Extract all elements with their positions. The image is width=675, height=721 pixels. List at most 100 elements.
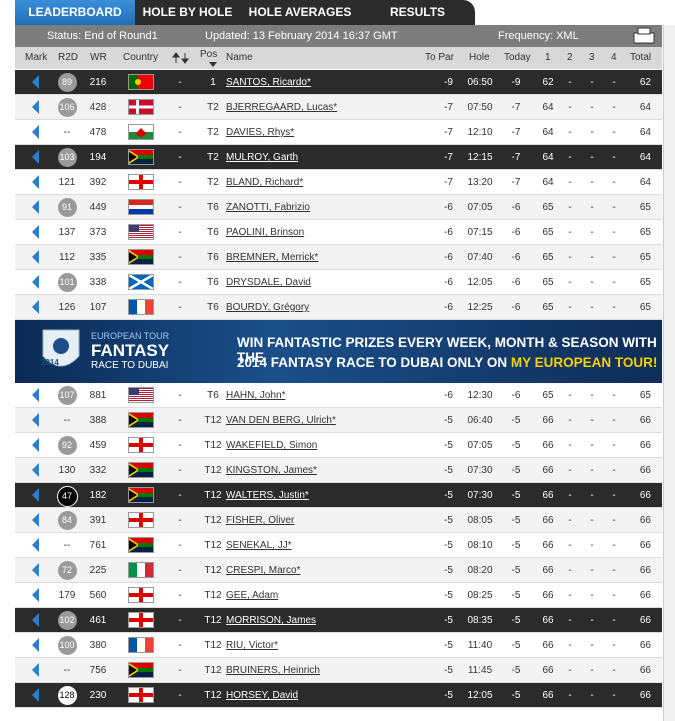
r4-cell: - bbox=[605, 120, 623, 145]
mark-button[interactable] bbox=[31, 588, 41, 602]
wr-value: 461 bbox=[89, 615, 107, 626]
header[interactable]: Pos bbox=[200, 49, 218, 60]
scrollbar[interactable] bbox=[663, 25, 675, 721]
mark-button[interactable] bbox=[31, 538, 41, 552]
player-name[interactable]: BRUINERS, Heinrich bbox=[226, 665, 320, 676]
mark-button[interactable] bbox=[31, 300, 41, 314]
r2-value: - bbox=[568, 177, 572, 188]
r2d-badge: 92 bbox=[57, 436, 77, 455]
r4-cell: - bbox=[605, 608, 623, 633]
mark-button[interactable] bbox=[31, 438, 41, 452]
mark-button[interactable] bbox=[31, 250, 41, 264]
r1-cell: 66 bbox=[539, 533, 557, 558]
to_par-cell: -5 bbox=[423, 458, 453, 483]
print-icon[interactable] bbox=[632, 27, 656, 45]
r2d-cell: -- bbox=[56, 658, 78, 683]
mark-button[interactable] bbox=[31, 150, 41, 164]
r2d-badge: -- bbox=[63, 127, 71, 138]
player-row: -- 478- T2 DAVIES, Rhys* -7 12:10 -7 64- - -64 bbox=[15, 120, 662, 145]
player-name[interactable]: BJERREGAARD, Lucas* bbox=[226, 102, 338, 113]
player-name[interactable]: RIU, Victor* bbox=[226, 640, 279, 651]
player-name[interactable]: WAKEFIELD, Simon bbox=[226, 440, 318, 451]
header: Mark bbox=[25, 52, 48, 63]
mark-button[interactable] bbox=[31, 513, 41, 527]
mark-button[interactable] bbox=[31, 463, 41, 477]
tab[interactable]: LEADERBOARD bbox=[15, 0, 135, 25]
wr-value: 107 bbox=[89, 302, 107, 313]
r2-cell: - bbox=[561, 383, 579, 408]
sort-icon[interactable] bbox=[172, 52, 190, 64]
r2d-cell: 92 bbox=[56, 433, 78, 458]
mark-button[interactable] bbox=[31, 388, 41, 402]
player-name[interactable]: WALTERS, Justin* bbox=[226, 490, 309, 501]
player-row: 107 881 - T6 HAHN, John* -6 12:30 -6 65 - - - 65 bbox=[15, 383, 662, 408]
move-cell: - bbox=[175, 458, 185, 483]
mark-button[interactable] bbox=[31, 488, 41, 502]
name-cell: FISHER, Oliver bbox=[226, 508, 406, 533]
total-cell: 64 bbox=[627, 145, 651, 170]
player-name[interactable]: VAN DEN BERG, Ulrich* bbox=[226, 415, 336, 426]
move-value: - bbox=[178, 665, 182, 676]
mark-button[interactable] bbox=[31, 225, 41, 239]
player-name[interactable]: HAHN, John* bbox=[226, 390, 286, 401]
mark-button[interactable] bbox=[31, 75, 41, 89]
mark-button[interactable] bbox=[31, 175, 41, 189]
today-cell: -5 bbox=[503, 608, 529, 633]
name-cell: BRUINERS, Heinrich bbox=[226, 658, 406, 683]
player-name[interactable]: DAVIES, Rhys* bbox=[226, 127, 295, 138]
mark-button[interactable] bbox=[31, 275, 41, 289]
today-value: -5 bbox=[511, 590, 521, 601]
r2-cell: - bbox=[561, 195, 579, 220]
mark-button[interactable] bbox=[31, 563, 41, 577]
header: R2D bbox=[58, 52, 79, 63]
header[interactable]: Name bbox=[226, 52, 253, 63]
wr-value: 449 bbox=[89, 202, 107, 213]
player-name[interactable]: KINGSTON, James* bbox=[226, 465, 317, 476]
player-name[interactable]: BLAND, Richard* bbox=[226, 177, 304, 188]
player-name[interactable]: SANTOS, Ricardo* bbox=[226, 77, 311, 88]
player-name[interactable]: HORSEY, David bbox=[226, 690, 299, 701]
player-name[interactable]: MORRISON, James bbox=[226, 615, 317, 626]
move-value: - bbox=[178, 227, 182, 238]
to_par-value: -5 bbox=[444, 590, 453, 601]
wr-cell: 881 bbox=[83, 383, 113, 408]
player-name[interactable]: SENEKAL, JJ* bbox=[226, 540, 292, 551]
tab[interactable]: HOLE BY HOLE bbox=[135, 0, 240, 25]
promo-banner[interactable]: 2014 EUROPEAN TOUR FANTASY RACE TO DUBAI… bbox=[15, 320, 662, 383]
player-name[interactable]: CRESPI, Marco* bbox=[226, 565, 301, 576]
mark-button[interactable] bbox=[31, 638, 41, 652]
name-cell: KINGSTON, James* bbox=[226, 458, 406, 483]
hole-value: 12:10 bbox=[467, 127, 493, 138]
player-name[interactable]: PAOLINI, Brinson bbox=[226, 227, 305, 238]
pos-value: 1 bbox=[210, 77, 216, 88]
move-value: - bbox=[178, 302, 182, 313]
player-name[interactable]: FISHER, Oliver bbox=[226, 515, 295, 526]
name-cell: BLAND, Richard* bbox=[226, 170, 406, 195]
mark-button[interactable] bbox=[31, 663, 41, 677]
total-value: 65 bbox=[639, 390, 651, 401]
total-cell: 66 bbox=[627, 433, 651, 458]
mark-button[interactable] bbox=[31, 200, 41, 214]
r2-value: - bbox=[568, 390, 572, 401]
player-name[interactable]: BOURDY, Grégory bbox=[226, 302, 310, 313]
mark-button[interactable] bbox=[31, 413, 41, 427]
player-name[interactable]: MULROY, Garth bbox=[226, 152, 299, 163]
r4-cell: - bbox=[605, 633, 623, 658]
wr-cell: 338 bbox=[83, 270, 113, 295]
mark-button[interactable] bbox=[31, 125, 41, 139]
header[interactable]: Country bbox=[123, 52, 159, 63]
player-name[interactable]: DRYSDALE, David bbox=[226, 277, 311, 288]
tab[interactable]: RESULTS bbox=[360, 0, 475, 25]
mark-button[interactable] bbox=[31, 613, 41, 627]
player-name[interactable]: ZANOTTI, Fabrizio bbox=[226, 202, 310, 213]
player-name[interactable]: BREMNER, Merrick* bbox=[226, 252, 319, 263]
player-row: 128 230 - T12 HORSEY, David -5 12:05 -5 66 - - - 66 bbox=[15, 683, 662, 708]
r2-cell: - bbox=[561, 483, 579, 508]
player-name[interactable]: GEE, Adam bbox=[226, 590, 279, 601]
tab[interactable]: HOLE AVERAGES bbox=[240, 0, 360, 25]
mark-button[interactable] bbox=[31, 688, 41, 702]
move-cell: - bbox=[175, 220, 185, 245]
to_par-value: -6 bbox=[444, 252, 453, 263]
pos-value: T12 bbox=[204, 540, 222, 551]
mark-button[interactable] bbox=[31, 100, 41, 114]
